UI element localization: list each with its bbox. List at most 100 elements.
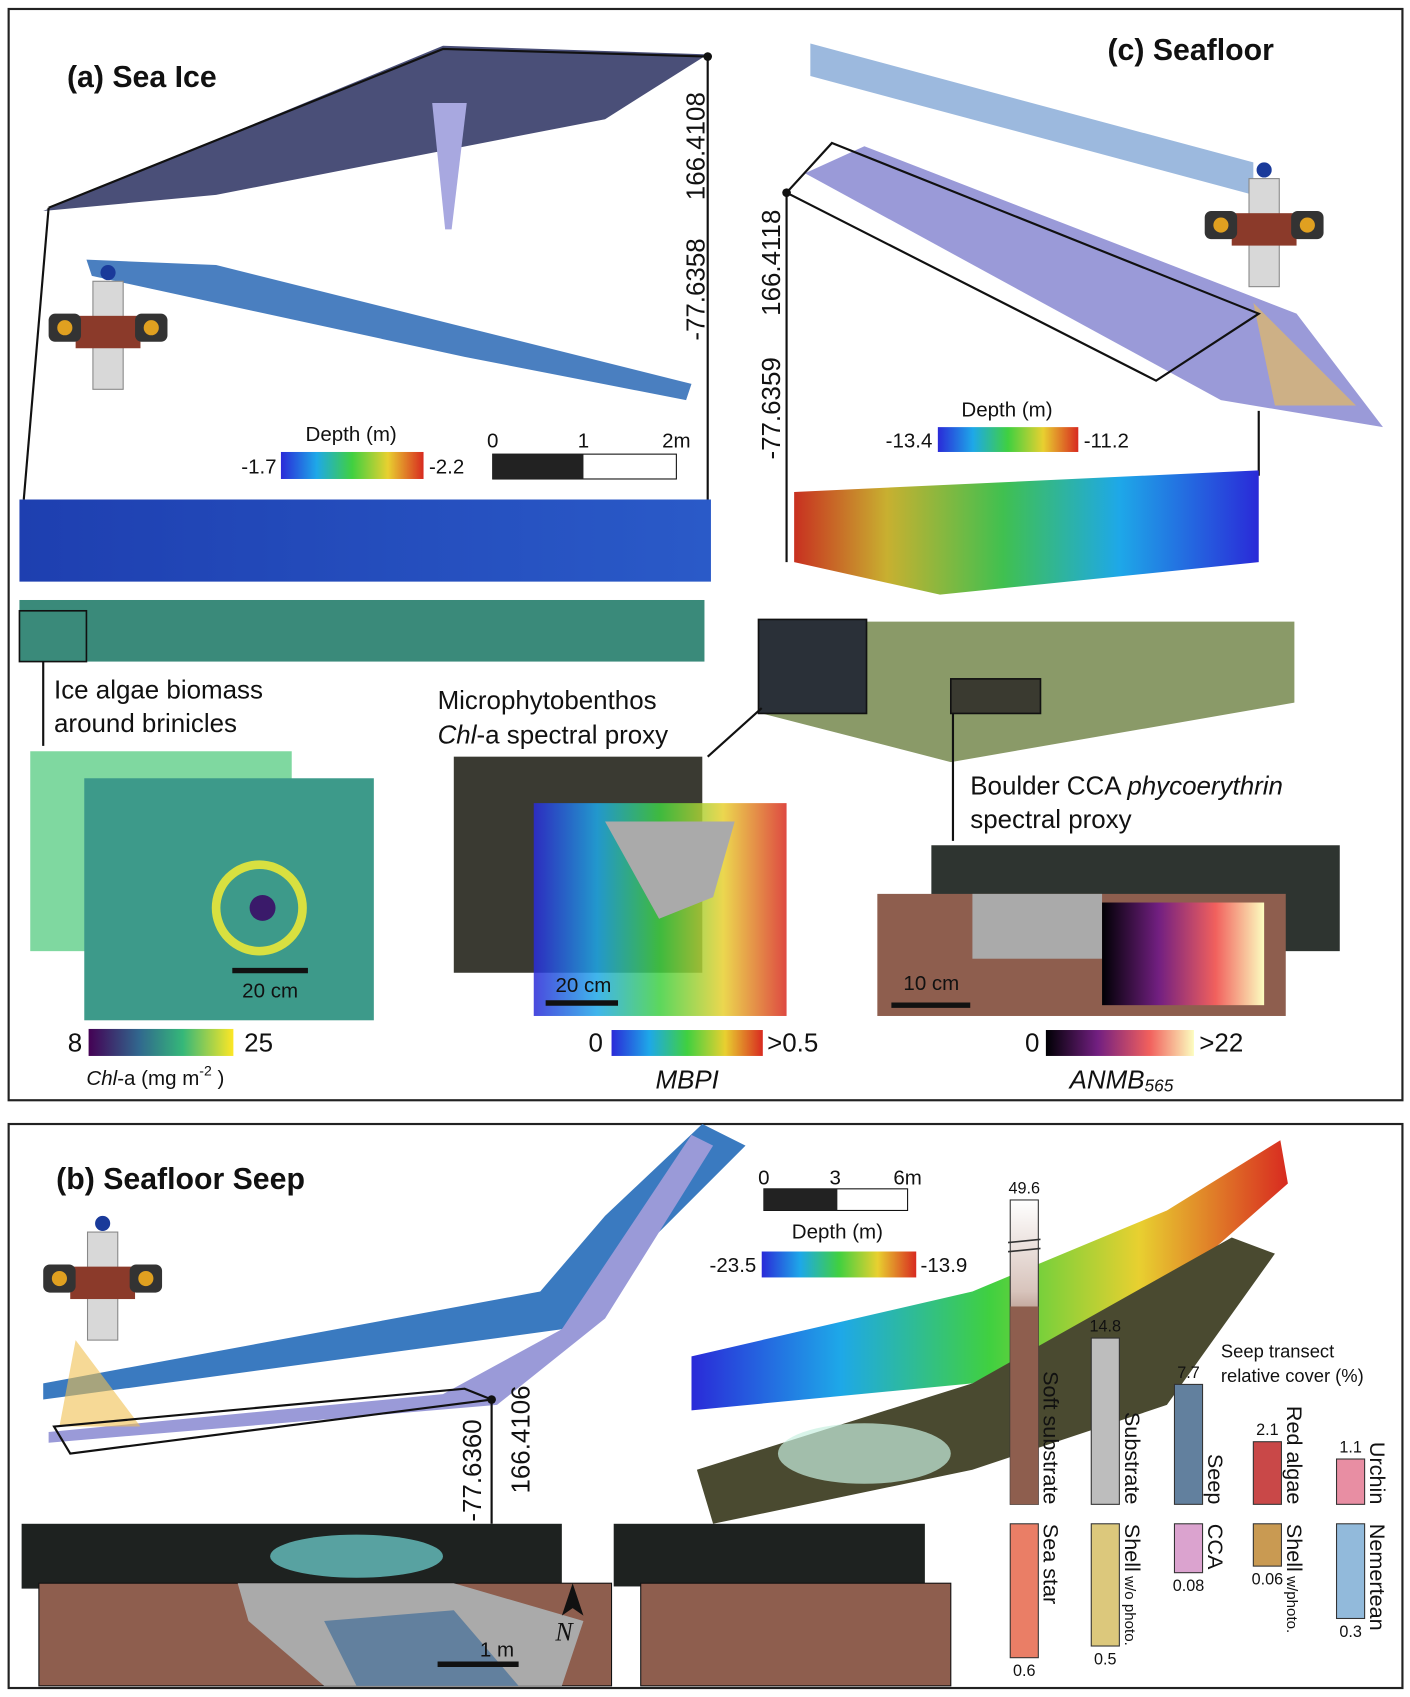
scale-label: 1 m	[480, 1639, 514, 1662]
label-part: 565	[1145, 1076, 1174, 1096]
value-label: 1.1	[1339, 1439, 1362, 1457]
legend-min: -23.5	[710, 1254, 757, 1277]
value-label: 0.08	[1173, 1577, 1205, 1595]
chart-title: relative cover (%)	[1221, 1365, 1364, 1386]
colorbar-max: 25	[244, 1030, 273, 1058]
bar-label-part: Substrate	[1120, 1412, 1145, 1504]
label-part: )	[212, 1067, 225, 1090]
bar-label: Seep	[1203, 1454, 1228, 1504]
inset-box	[757, 618, 868, 715]
latitude: -77.6359	[758, 357, 786, 459]
seep-patch	[777, 1423, 951, 1484]
bar-label-part: Shell	[1120, 1524, 1145, 1572]
bar-label: Sea star	[1039, 1524, 1064, 1604]
outline	[48, 47, 708, 209]
bar-fill	[1010, 1306, 1039, 1505]
panel-title: (b) Seafloor Seep	[56, 1163, 305, 1196]
latitude: -77.6358	[682, 238, 710, 340]
seep-class-map	[640, 1582, 952, 1687]
colorbar-label: ANMB565	[1068, 1066, 1174, 1095]
caption-part: Chl	[438, 722, 478, 750]
colorbar	[761, 1251, 917, 1278]
legend-max: -11.2	[1084, 430, 1129, 453]
seafloor-depth-map	[794, 470, 1259, 595]
bar-label-part: Red algae	[1282, 1406, 1307, 1504]
caption: Microphytobenthos	[438, 687, 657, 715]
colorbar-min: 0	[588, 1030, 602, 1058]
inset-box	[949, 678, 1042, 715]
legend-max: -13.9	[921, 1254, 968, 1277]
brinicle-ring	[211, 860, 307, 956]
bar-label: CCA	[1203, 1524, 1228, 1570]
value-label: 0.5	[1094, 1650, 1117, 1668]
scale-label: 0	[487, 430, 498, 453]
bar-label-part: CCA	[1203, 1524, 1228, 1570]
bar	[1335, 1523, 1366, 1620]
value-label: 0.3	[1339, 1623, 1362, 1641]
light-cone	[59, 1340, 141, 1427]
ice-algae-inset	[84, 778, 374, 1021]
longitude: 166.4118	[758, 210, 786, 316]
bar-label: Red algae	[1282, 1406, 1307, 1504]
north-arrow	[561, 1583, 584, 1616]
outline	[22, 207, 50, 500]
legend-title: Depth (m)	[961, 398, 1052, 421]
bar-label-part: w/o photo.	[1121, 1575, 1138, 1646]
longitude: 166.4106	[507, 1385, 535, 1493]
bar	[1173, 1523, 1204, 1574]
bar	[1090, 1337, 1120, 1505]
legend-min: -13.4	[886, 430, 933, 453]
value-label: 7.7	[1177, 1364, 1200, 1382]
bar-label-part: Shell	[1282, 1524, 1307, 1572]
legend-title: Depth (m)	[792, 1221, 883, 1244]
panel-frame	[7, 7, 1404, 1102]
rov	[42, 1215, 163, 1341]
value-label: 0.06	[1252, 1571, 1284, 1589]
bar	[1252, 1523, 1282, 1567]
cover-chart: 49.6 Soft substrate 14.8 Substrate 7.7 Seep 2.…	[1007, 1179, 1390, 1680]
ice-mesh	[43, 45, 708, 212]
legend-title: Depth (m)	[306, 423, 397, 446]
panel-frame	[7, 1122, 1404, 1690]
caption: Chl-a spectral proxy	[438, 722, 669, 750]
marker	[703, 52, 713, 61]
caption: Boulder CCA phycoerythrin	[970, 772, 1283, 800]
ice-depth-map	[19, 499, 711, 582]
bar-label: Urchin	[1365, 1442, 1390, 1504]
caption: around brinicles	[54, 710, 237, 738]
value-label: 49.6	[1009, 1179, 1041, 1197]
caption: Ice algae biomass	[54, 676, 263, 704]
value-label: 2.1	[1256, 1421, 1279, 1439]
colorbar	[88, 1028, 234, 1056]
bar-label-part: Nemertean	[1365, 1524, 1390, 1631]
colorbar	[280, 451, 424, 479]
panel-title: (a) Sea Ice	[67, 61, 217, 94]
legend-min: -1.7	[241, 456, 276, 479]
bar-label: Substrate	[1120, 1412, 1145, 1504]
colorbar	[937, 427, 1079, 452]
scale-label: 0	[758, 1167, 769, 1190]
scale-label: 10 cm	[903, 972, 959, 995]
bar-label-part: Sea star	[1039, 1524, 1064, 1604]
colorbar-min: 0	[1025, 1030, 1039, 1058]
brinicle-core	[249, 894, 276, 921]
scale-label: 3	[829, 1167, 840, 1190]
axis-break	[1007, 1247, 1041, 1253]
scale-label: 20 cm	[556, 974, 612, 997]
ice-sensor-mesh	[86, 259, 692, 401]
label-part: Chl	[86, 1067, 118, 1090]
outline	[784, 141, 1262, 382]
value-label: 14.8	[1090, 1318, 1122, 1336]
caption-part: Boulder CCA	[970, 772, 1127, 800]
caption-part: phycoerythrin	[1126, 772, 1283, 800]
caption-part: -a spectral proxy	[476, 722, 668, 750]
panel-title: (c) Seafloor	[1107, 34, 1274, 67]
bar	[1173, 1383, 1204, 1505]
latitude: -77.6360	[459, 1419, 487, 1521]
seep-depth-map	[691, 1140, 1288, 1411]
cca-mask	[972, 893, 1103, 959]
colorbar	[1045, 1030, 1194, 1056]
bar-label-part: Seep	[1203, 1454, 1228, 1504]
